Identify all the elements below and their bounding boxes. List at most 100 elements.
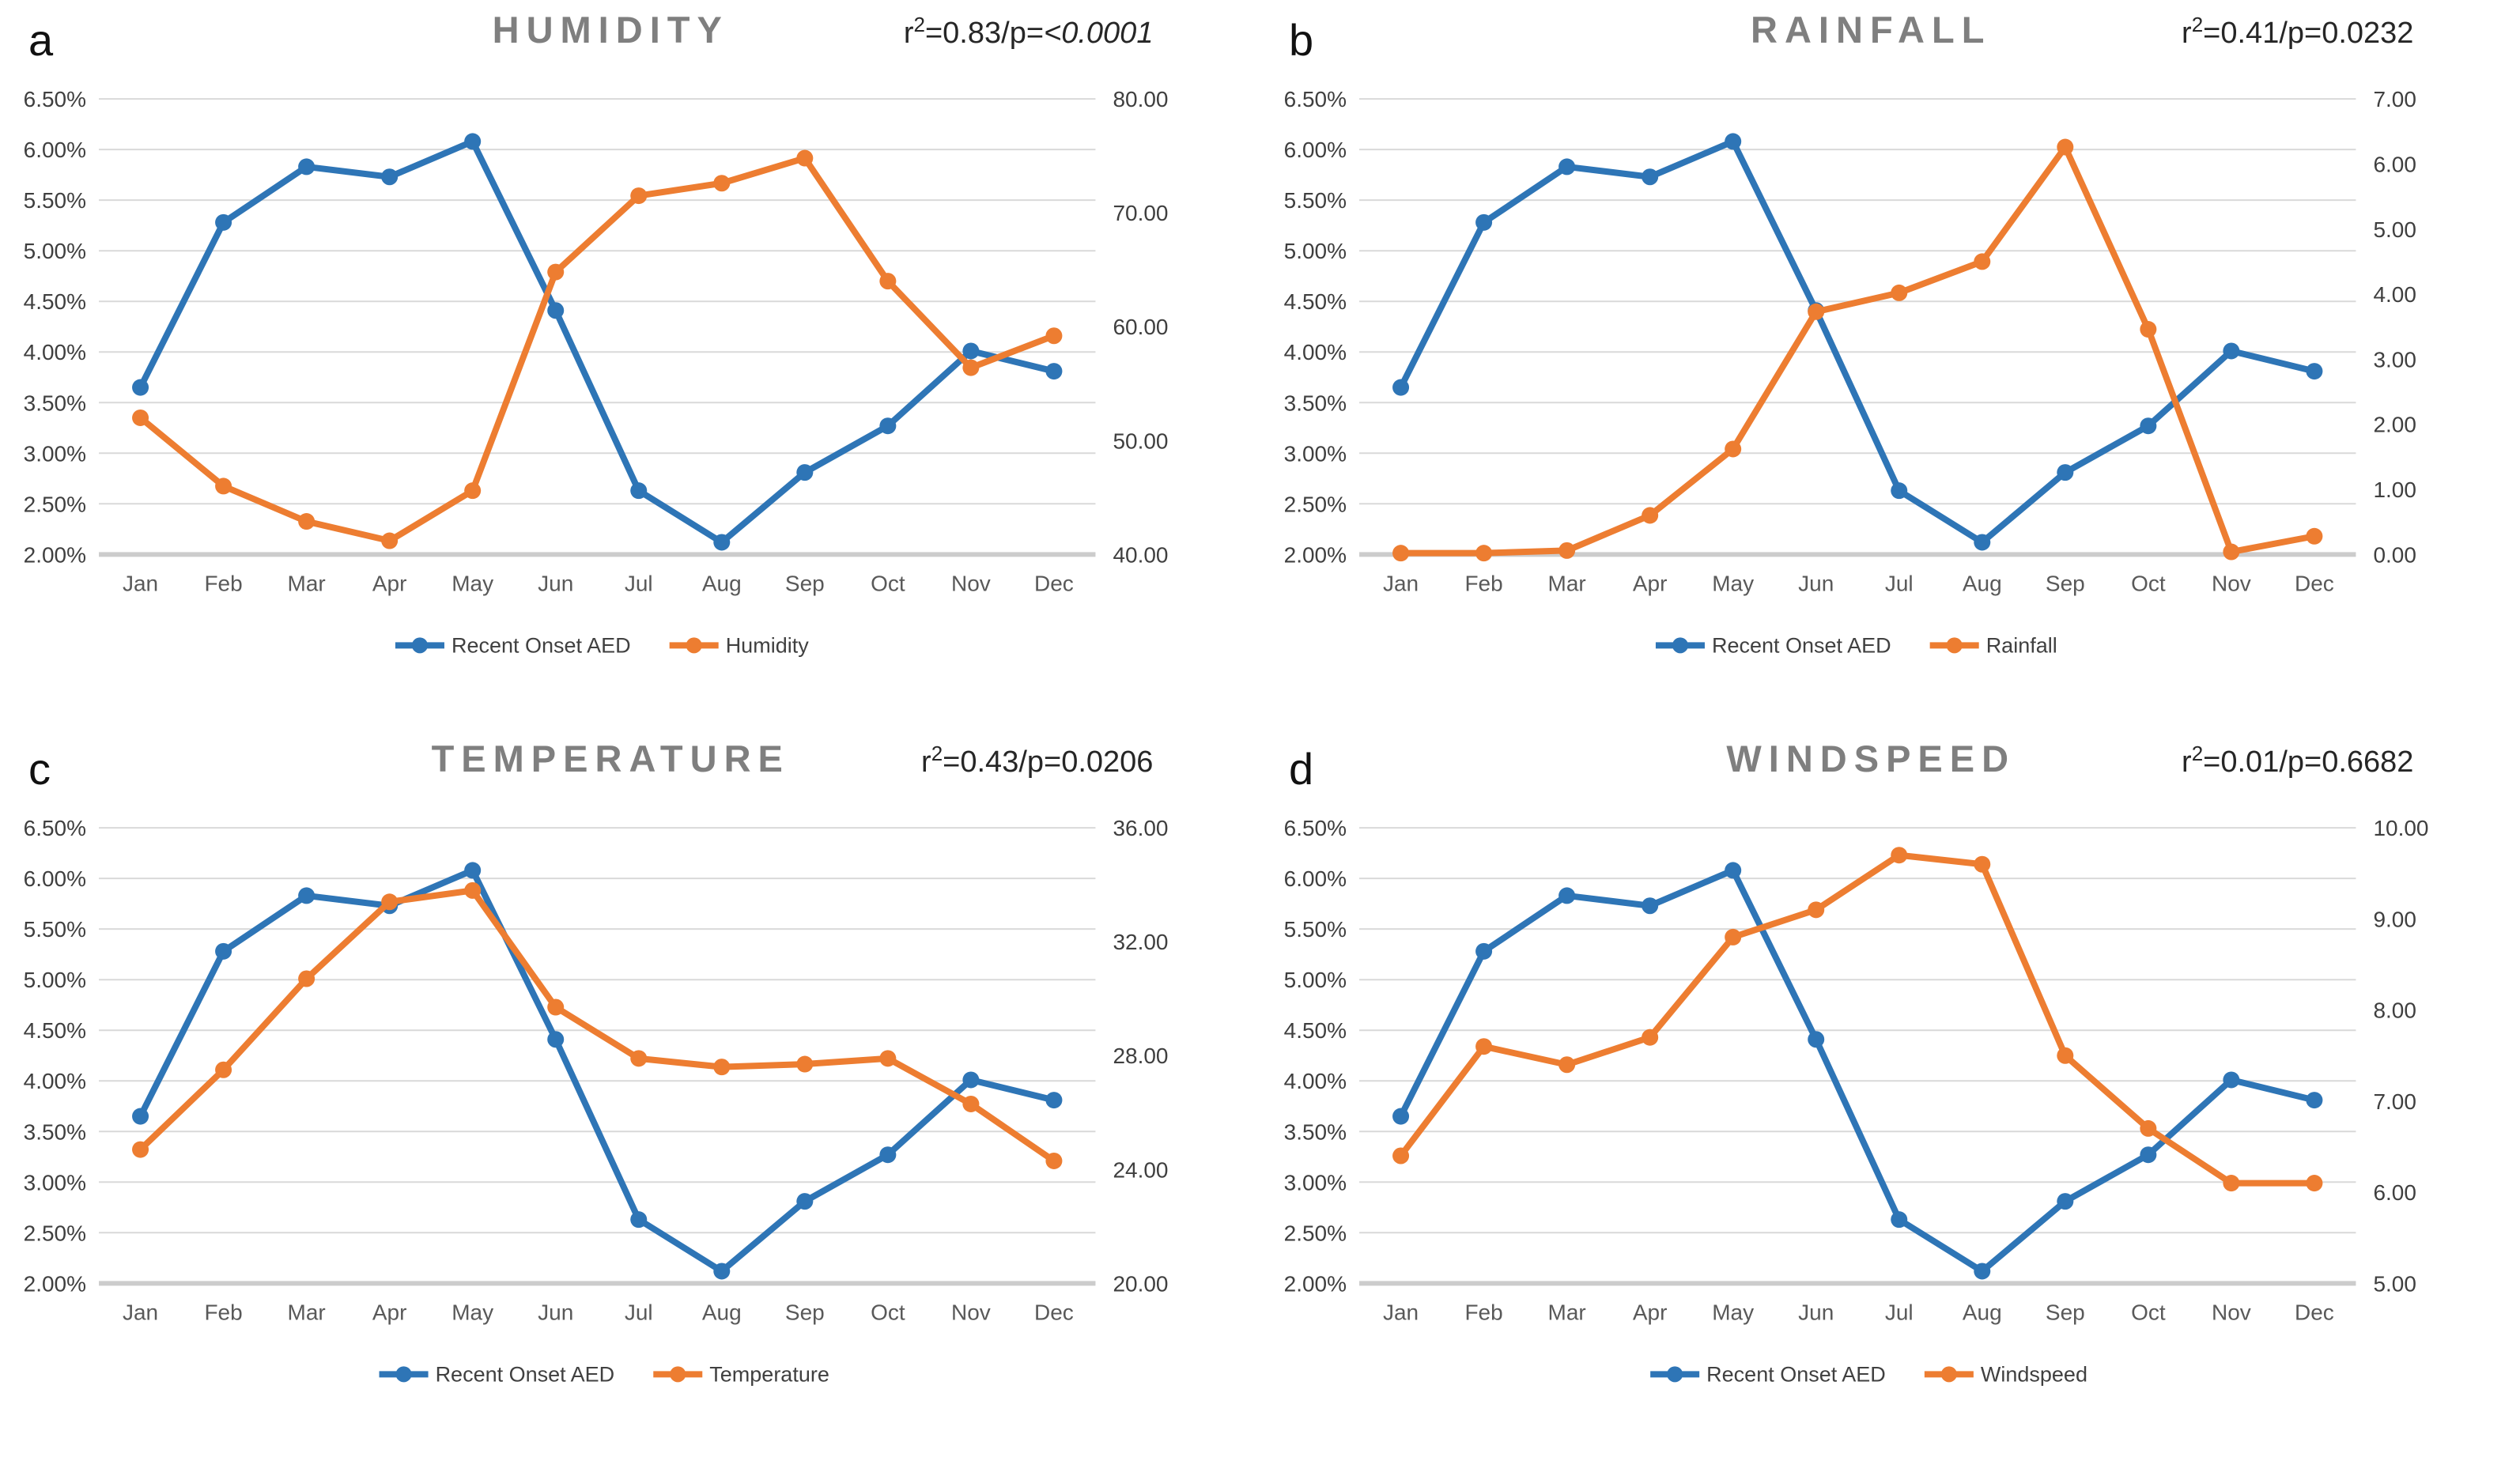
series-point-windspeed xyxy=(2139,1119,2156,1137)
left-axis-tick-label: 2.00% xyxy=(24,1271,86,1296)
series-point-recent-onset-aed xyxy=(1045,1091,1063,1108)
series-point-temperature xyxy=(630,1049,648,1066)
legend-item: Recent Onset AED xyxy=(1655,633,1891,657)
left-axis-tick-label: 3.50% xyxy=(24,1119,86,1144)
series-point-rainfall xyxy=(1724,440,1741,458)
month-tick-label: Apr xyxy=(1632,1300,1667,1324)
series-point-humidity xyxy=(1045,327,1063,345)
month-tick-label: Mar xyxy=(1547,1300,1585,1324)
stat-r: r xyxy=(921,745,931,779)
series-point-rainfall xyxy=(1890,284,1907,301)
legend-marker-icon xyxy=(1946,637,1963,654)
series-point-recent-onset-aed xyxy=(2056,1192,2073,1210)
left-axis-tick-label: 4.50% xyxy=(24,1018,86,1043)
month-tick-label: Oct xyxy=(2131,1300,2166,1324)
series-point-humidity xyxy=(796,149,814,167)
series-point-humidity xyxy=(879,273,897,290)
series-point-recent-onset-aed xyxy=(879,417,897,435)
panel-letter: a xyxy=(28,15,54,65)
series-point-humidity xyxy=(713,175,731,192)
series-point-recent-onset-aed xyxy=(2056,464,2073,481)
month-tick-label: Jul xyxy=(1884,1300,1913,1324)
right-axis-tick-label: 5.00 xyxy=(2373,217,2416,242)
series-point-recent-onset-aed xyxy=(298,158,315,176)
right-axis-tick-label: 24.00 xyxy=(1113,1157,1168,1182)
series-point-recent-onset-aed xyxy=(464,861,482,878)
stat-values: =0.41/p= xyxy=(2203,17,2322,50)
series-point-temperature xyxy=(547,998,565,1016)
stat-r-sup: 2 xyxy=(2191,742,2202,765)
left-axis-tick-label: 2.00% xyxy=(24,542,86,567)
left-axis-tick-label: 4.00% xyxy=(1283,340,1346,364)
legend-item: Rainfall xyxy=(1929,633,2057,657)
left-axis-tick-label: 5.00% xyxy=(24,968,86,992)
stat-r-sup: 2 xyxy=(914,13,925,36)
panel-title: WINDSPEED xyxy=(1726,738,2016,779)
right-axis-tick-label: 28.00 xyxy=(1113,1044,1168,1068)
series-point-recent-onset-aed xyxy=(1641,168,1658,186)
panel-stat: r2=0.41/p=0.0232 xyxy=(2182,13,2413,50)
series-point-humidity xyxy=(215,477,232,495)
series-point-windspeed xyxy=(1392,1146,1409,1164)
left-axis-tick-label: 2.50% xyxy=(24,1221,86,1245)
series-point-windspeed xyxy=(1558,1055,1575,1073)
left-axis-tick-label: 4.50% xyxy=(1283,289,1346,314)
month-tick-label: Feb xyxy=(1464,571,1502,595)
legend-marker-icon xyxy=(395,1365,412,1382)
series-point-recent-onset-aed xyxy=(381,168,399,186)
month-tick-label: Jul xyxy=(625,571,653,595)
series-point-recent-onset-aed xyxy=(879,1146,897,1163)
series-point-temperature xyxy=(962,1095,980,1112)
month-tick-label: Jan xyxy=(1382,571,1418,595)
left-axis-tick-label: 3.00% xyxy=(24,441,86,466)
series-point-rainfall xyxy=(1475,545,1492,562)
series-point-windspeed xyxy=(1807,900,1824,918)
series-point-recent-onset-aed xyxy=(1890,1210,1907,1228)
series-point-recent-onset-aed xyxy=(215,942,232,960)
legend-marker-icon xyxy=(1666,1365,1683,1382)
series-point-windspeed xyxy=(1890,846,1907,863)
left-axis-tick-label: 6.50% xyxy=(24,816,86,840)
series-point-recent-onset-aed xyxy=(1392,379,1409,396)
panel-letter: c xyxy=(28,744,51,794)
series-point-temperature xyxy=(879,1049,897,1066)
series-line-rainfall xyxy=(1397,144,2318,557)
left-axis-tick-label: 4.50% xyxy=(24,289,86,314)
month-tick-label: Feb xyxy=(204,1300,242,1324)
right-axis-tick-label: 40.00 xyxy=(1113,542,1168,567)
series-point-windspeed xyxy=(1724,928,1741,946)
legend-label: Temperature xyxy=(709,1362,829,1386)
month-tick-label: Mar xyxy=(288,1300,326,1324)
month-tick-label: Dec xyxy=(2295,571,2334,595)
left-axis-tick-label: 6.00% xyxy=(24,866,86,891)
right-axis-tick-label: 50.00 xyxy=(1113,428,1168,453)
series-point-recent-onset-aed xyxy=(1392,1108,1409,1125)
series-point-recent-onset-aed xyxy=(713,1262,731,1279)
left-axis-tick-label: 3.00% xyxy=(1283,441,1346,466)
month-tick-label: Sep xyxy=(2045,1300,2084,1324)
left-axis-tick-label: 5.00% xyxy=(1283,239,1346,263)
chart-panel-windspeed: d WINDSPEED r2=0.01/p=0.6682 6.50% 6.00% 5.50… xyxy=(1260,729,2520,1457)
series-point-rainfall xyxy=(1392,545,1409,562)
series-point-humidity xyxy=(298,513,315,530)
panel-title: TEMPERATURE xyxy=(432,738,790,779)
series-point-recent-onset-aed xyxy=(2222,342,2239,360)
left-axis-tick-label: 2.50% xyxy=(1283,1221,1346,1245)
series-point-recent-onset-aed xyxy=(547,1030,565,1047)
month-tick-label: Mar xyxy=(288,571,326,595)
right-axis-tick-label: 1.00 xyxy=(2373,477,2416,502)
left-axis-tick-label: 2.50% xyxy=(1283,492,1346,516)
series-point-recent-onset-aed xyxy=(2139,417,2156,435)
stat-values: =0.43/p= xyxy=(943,745,1061,779)
legend-label: Windspeed xyxy=(1980,1362,2087,1386)
series-point-windspeed xyxy=(1475,1037,1492,1055)
series-point-humidity xyxy=(630,187,648,205)
series-point-rainfall xyxy=(2222,543,2239,561)
right-axis-tick-label: 70.00 xyxy=(1113,201,1168,225)
series-line-recent-onset-aed xyxy=(1397,138,2318,545)
series-point-recent-onset-aed xyxy=(1890,482,1907,500)
left-axis-tick-label: 5.50% xyxy=(24,188,86,213)
left-axis-tick-label: 4.00% xyxy=(24,340,86,364)
month-tick-label: Jul xyxy=(1884,571,1913,595)
